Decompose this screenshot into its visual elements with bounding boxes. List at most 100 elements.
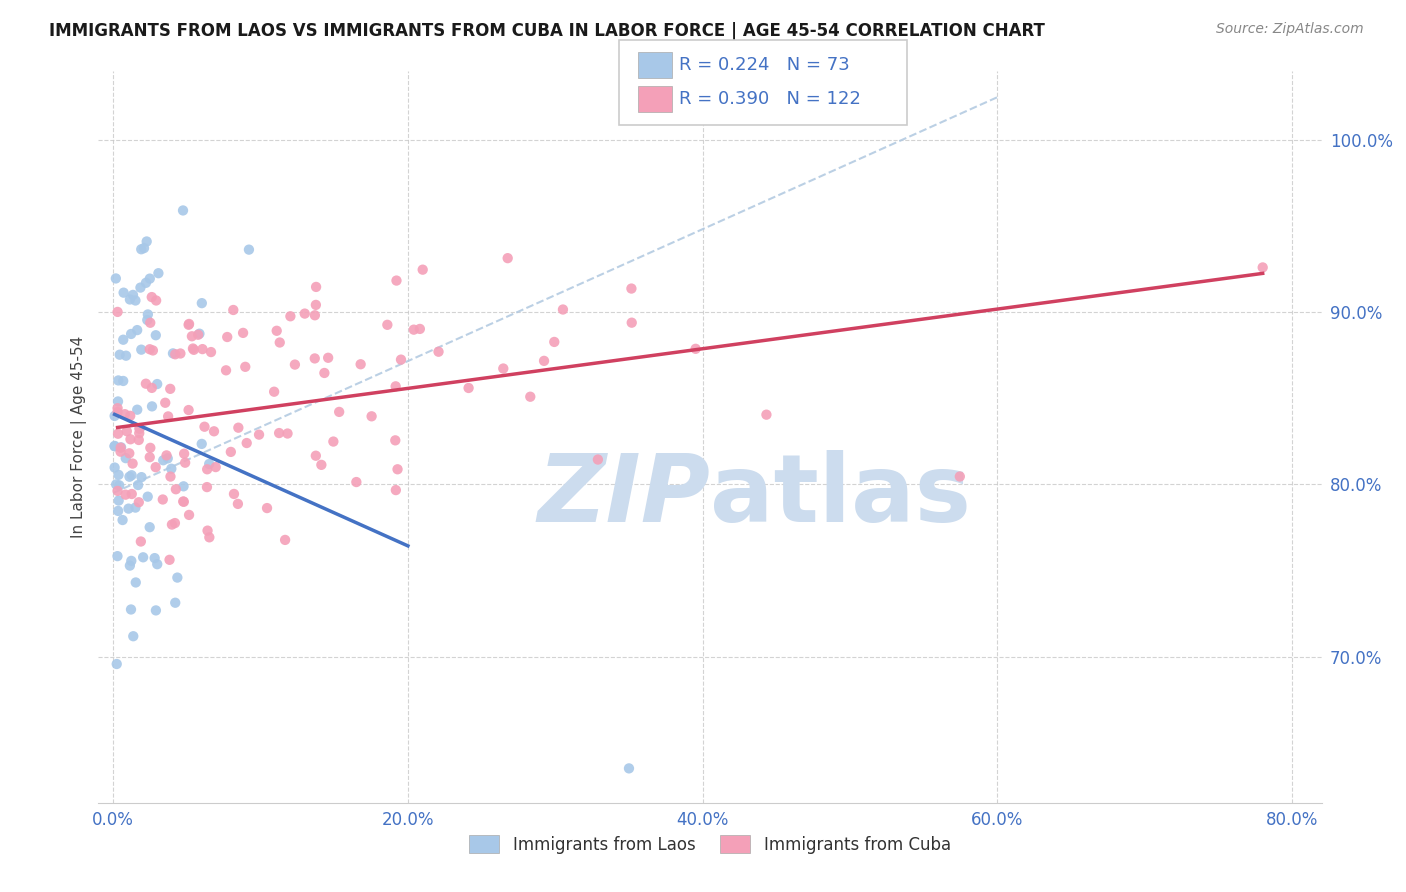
Point — [172, 494, 194, 508]
Point — [114, 407, 136, 421]
Point — [269, 335, 291, 350]
Point — [344, 475, 367, 489]
Point — [177, 318, 200, 332]
Point — [125, 575, 148, 590]
Point — [305, 298, 328, 312]
Point — [107, 426, 129, 441]
Point — [202, 425, 225, 439]
Point — [129, 534, 152, 549]
Point — [107, 483, 129, 498]
Point — [519, 390, 541, 404]
Point — [195, 480, 218, 494]
Point — [222, 303, 245, 318]
Point — [128, 421, 150, 435]
Point — [120, 554, 142, 568]
Point — [280, 310, 302, 324]
Point — [172, 203, 194, 218]
Point — [193, 419, 215, 434]
Point — [163, 516, 186, 530]
Point — [105, 657, 128, 671]
Point — [274, 533, 297, 547]
Point — [586, 452, 609, 467]
Point — [284, 358, 307, 372]
Point — [115, 424, 138, 438]
Point — [187, 327, 209, 342]
Point — [266, 324, 288, 338]
Text: Source: ZipAtlas.com: Source: ZipAtlas.com — [1216, 22, 1364, 37]
Point — [197, 524, 219, 538]
Point — [159, 382, 181, 396]
Point — [121, 487, 143, 501]
Point — [533, 354, 555, 368]
Point — [226, 497, 249, 511]
Point — [155, 449, 177, 463]
Point — [128, 495, 150, 509]
Point — [228, 420, 250, 434]
Point — [427, 344, 450, 359]
Point — [949, 469, 972, 483]
Point — [157, 409, 180, 424]
Point — [120, 602, 142, 616]
Point — [156, 451, 179, 466]
Point — [108, 348, 131, 362]
Point — [304, 308, 326, 322]
Point — [162, 346, 184, 360]
Point — [222, 487, 245, 501]
Point — [269, 425, 291, 440]
Text: atlas: atlas — [710, 450, 972, 541]
Point — [256, 501, 278, 516]
Point — [114, 451, 136, 466]
Point — [152, 492, 174, 507]
Point — [247, 427, 270, 442]
Point — [349, 357, 371, 371]
Point — [104, 439, 127, 453]
Point — [132, 241, 155, 255]
Point — [143, 551, 166, 566]
Legend: Immigrants from Laos, Immigrants from Cuba: Immigrants from Laos, Immigrants from Cu… — [463, 829, 957, 860]
Point — [107, 374, 129, 388]
Point — [387, 462, 409, 476]
Point — [145, 328, 167, 343]
Point — [104, 439, 127, 453]
Point — [385, 274, 408, 288]
Point — [132, 550, 155, 565]
Point — [177, 508, 200, 522]
Point — [322, 434, 344, 449]
Point — [173, 479, 195, 493]
Point — [141, 400, 163, 414]
Point — [128, 426, 150, 441]
Point — [108, 478, 131, 492]
Point — [127, 402, 149, 417]
Point — [121, 468, 143, 483]
Point — [169, 346, 191, 360]
Text: IMMIGRANTS FROM LAOS VS IMMIGRANTS FROM CUBA IN LABOR FORCE | AGE 45-54 CORRELAT: IMMIGRANTS FROM LAOS VS IMMIGRANTS FROM … — [49, 22, 1045, 40]
Point — [117, 501, 139, 516]
Point — [139, 343, 162, 357]
Point — [122, 629, 145, 643]
Point — [135, 235, 157, 249]
Point — [122, 288, 145, 302]
Point — [139, 450, 162, 465]
Point — [107, 305, 129, 319]
Point — [384, 434, 406, 448]
Point — [110, 441, 132, 455]
Point — [174, 456, 197, 470]
Point — [389, 352, 412, 367]
Point — [104, 271, 127, 285]
Point — [141, 381, 163, 395]
Point — [316, 351, 339, 365]
Point — [173, 447, 195, 461]
Point — [165, 347, 187, 361]
Point — [107, 394, 129, 409]
Point — [145, 293, 167, 308]
Point — [219, 445, 242, 459]
Point — [110, 441, 132, 455]
Point — [142, 343, 165, 358]
Point — [159, 469, 181, 483]
Point — [155, 396, 177, 410]
Point — [377, 318, 399, 332]
Point — [204, 460, 226, 475]
Text: R = 0.224   N = 73: R = 0.224 N = 73 — [679, 56, 849, 74]
Point — [412, 262, 434, 277]
Point — [104, 460, 127, 475]
